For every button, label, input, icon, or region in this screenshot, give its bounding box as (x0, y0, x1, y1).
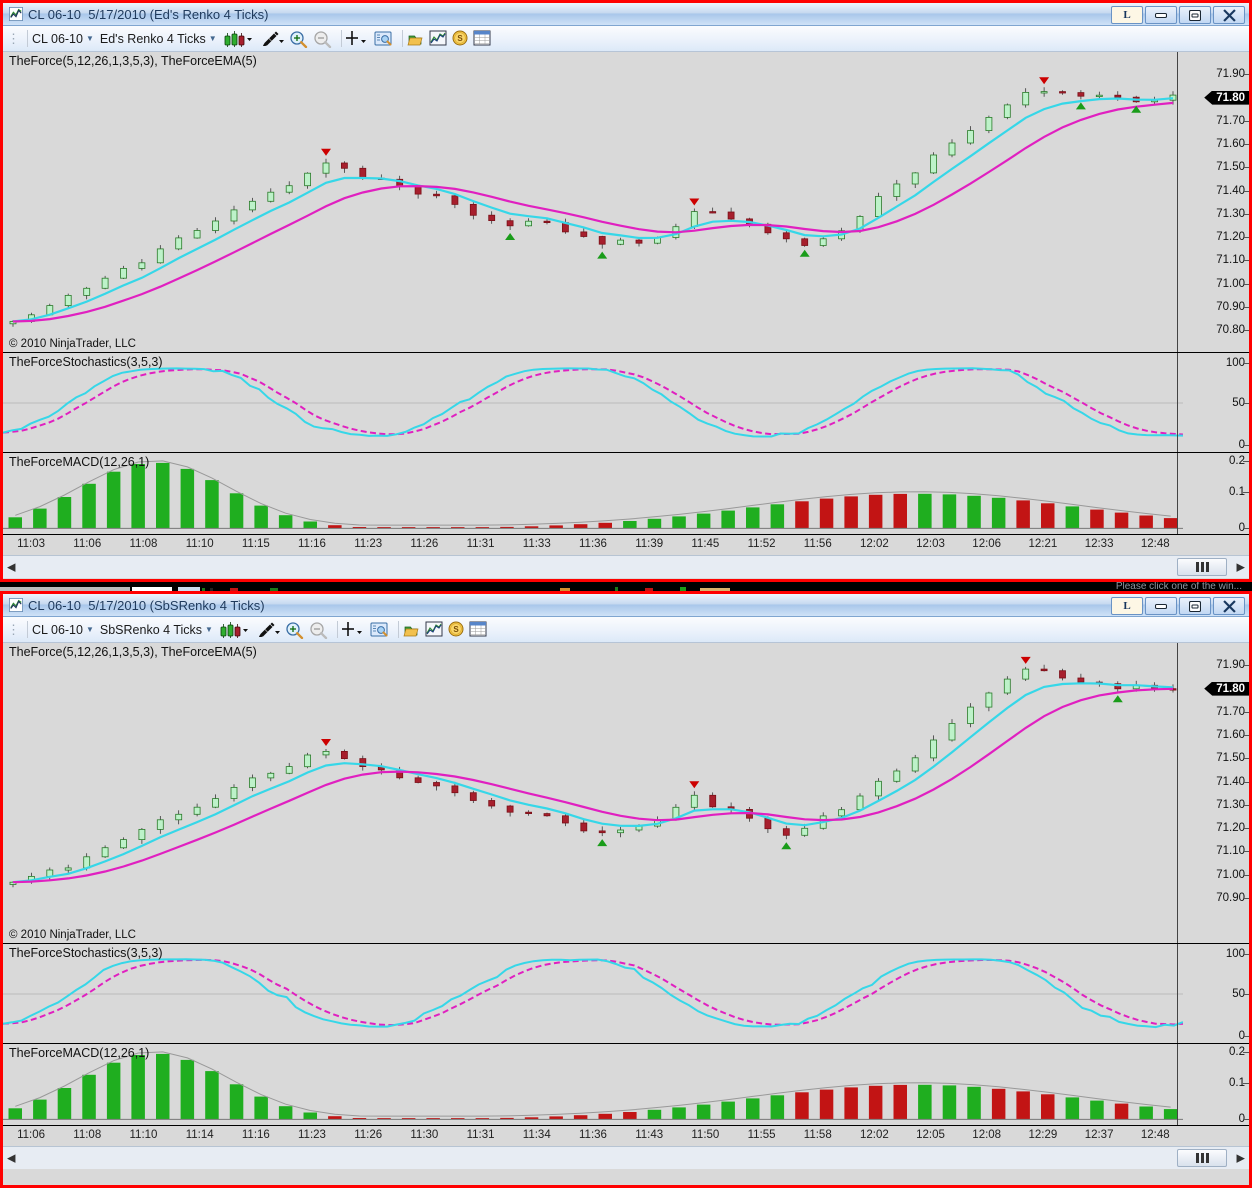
svg-text:S: S (457, 34, 463, 43)
svg-text:S: S (453, 625, 459, 634)
